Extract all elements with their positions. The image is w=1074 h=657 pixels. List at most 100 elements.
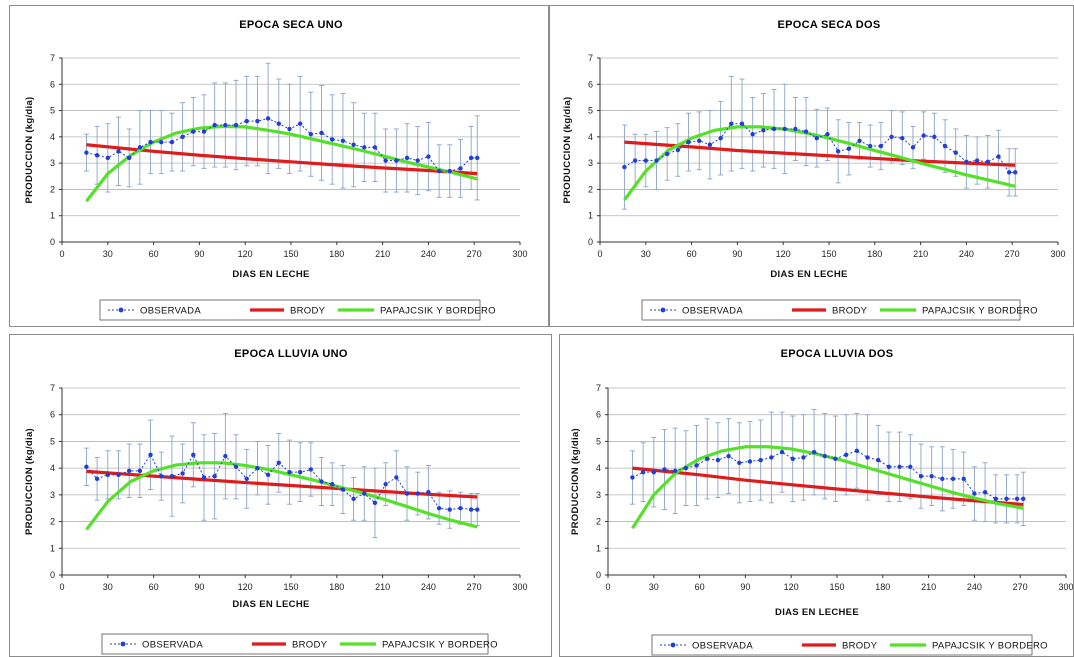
data-point-observada [319,479,324,484]
data-point-observada [148,139,153,145]
data-point-observada [640,469,646,475]
data-point-observada [811,449,817,455]
y-tick-label: 0 [588,237,593,247]
chart-title: EPOCA LLUVIA UNO [234,348,348,360]
data-point-observada [769,455,774,460]
x-tick-label: 210 [375,249,390,259]
chart-svg: EPOCA LLUVIA UNO 0 1 2 3 4 5 6 7 0 30 60 90 120 150 180… [24,348,528,655]
x-tick-label: 270 [1005,249,1020,259]
data-point-observada [468,155,474,161]
data-point-observada [1004,496,1009,502]
data-point-observada [758,457,763,463]
data-point-observada [276,460,281,465]
y-tick-label: 1 [50,543,55,553]
data-point-observada [180,471,185,476]
data-point-observada [918,473,924,479]
x-axis-label: DIAS EN LECHE [770,269,847,280]
data-point-observada [843,452,849,457]
data-point-observada [426,489,431,495]
x-tick-label: 180 [867,249,882,259]
data-point-observada [126,468,132,474]
data-point-observada [436,168,442,174]
data-point-observada [94,476,100,482]
data-point-observada [985,159,990,165]
data-point-observada [319,130,324,136]
data-point-observada [475,507,480,512]
x-tick-label: 120 [238,582,253,592]
x-tick-label: 60 [695,582,705,592]
data-point-observada [761,128,766,133]
data-point-observada [383,481,388,487]
y-tick-label: 3 [50,490,55,500]
x-tick-label: 120 [784,582,799,592]
data-point-observada [287,126,292,132]
data-point-observada [116,472,121,478]
data-point-observada [876,457,881,463]
x-tick-label: 60 [149,582,159,592]
data-point-observada [833,456,838,461]
legend-marker-observada [660,307,666,313]
x-tick-label: 180 [329,249,344,259]
data-point-observada [782,126,787,132]
data-point-observada [223,453,228,459]
x-axis-label: DIAS EN LECHE [232,269,309,280]
legend-box [651,634,1033,656]
data-point-observada [351,142,356,147]
data-point-observada [394,158,399,163]
data-point-observada [889,134,894,140]
y-axis-label: PRODUCCION (kg/dia) [570,428,581,535]
data-point-observada [672,468,678,474]
data-point-observada [212,122,217,128]
data-point-observada [675,147,681,153]
data-point-observada [865,455,870,460]
x-tick-label: 90 [194,582,204,592]
data-point-observada [929,473,934,479]
data-point-observada [340,138,346,143]
data-point-observada [686,139,691,145]
y-tick-label: 6 [50,79,55,89]
y-tick-label: 2 [596,517,601,527]
data-point-observada [974,158,980,163]
data-point-observada [779,449,785,455]
data-point-observada [383,158,388,163]
x-tick-label: 240 [421,249,436,259]
data-point-observada [308,467,314,472]
x-axis-label: DIAS EN LECHEE [775,607,859,618]
data-point-observada [137,145,143,150]
data-point-observada [940,476,945,482]
data-point-observada [223,122,228,128]
data-point-observada [972,491,977,496]
data-point-observada [255,118,260,124]
data-point-observada [622,164,627,170]
x-tick-label: 30 [103,582,113,592]
x-tick-label: 210 [913,249,928,259]
data-point-observada [458,166,463,171]
legend-label-brody: BRODY [832,306,868,317]
y-tick-label: 3 [50,158,55,168]
data-point-observada [993,496,998,502]
x-tick-label: 240 [967,582,982,592]
x-tick-label: 0 [597,249,602,259]
x-tick-label: 210 [921,582,936,592]
data-point-observada [340,487,346,492]
y-tick-label: 7 [50,383,55,393]
x-tick-label: 150 [821,249,836,259]
legend-label-observada: OBSERVADA [140,306,201,317]
data-point-observada [404,491,410,496]
series-line-observada [86,453,478,511]
y-tick-label: 4 [50,132,55,142]
legend-label-papajcsik-y-bordero: PAPAJCSIK Y BORDERO [382,640,498,651]
x-tick-label: 300 [1050,249,1065,259]
data-point-observada [276,121,281,126]
data-point-observada [458,506,463,511]
data-point-observada [932,134,937,140]
x-tick-label: 0 [59,249,64,259]
data-point-observada [159,139,164,145]
data-point-observada [715,457,721,463]
data-point-observada [910,145,916,150]
legend-box [101,633,489,655]
data-point-observada [105,472,111,478]
data-point-observada [84,464,89,470]
x-tick-label: 60 [149,249,159,259]
legend-label-papajcsik-y-bordero: PAPAJCSIK Y BORDERO [922,306,1038,317]
